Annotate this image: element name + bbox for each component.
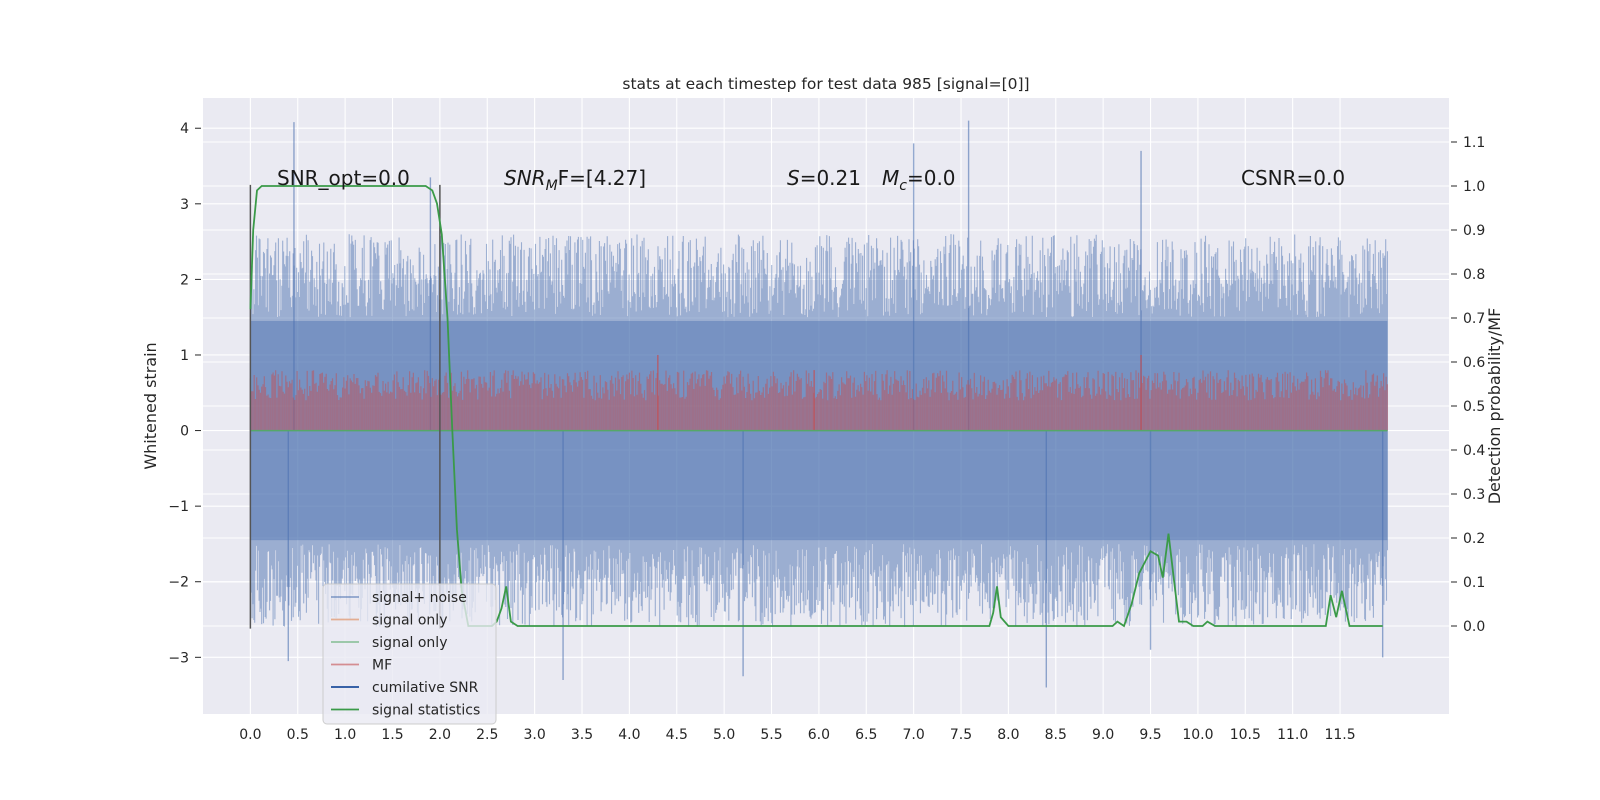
y-right-tick-label: 0.0 [1463,619,1485,635]
x-tick-label: 5.5 [760,727,782,743]
x-tick-label: 6.0 [808,727,830,743]
y-right-tick-label: 0.9 [1463,223,1485,239]
x-tick-label: 1.5 [381,727,403,743]
chart-title: stats at each timestep for test data 985… [622,75,1029,93]
mc-value: =0.0 [907,166,956,190]
x-tick-label: 10.0 [1182,727,1213,743]
x-tick-label: 11.0 [1277,727,1308,743]
legend-box [322,583,497,725]
s-symbol: S [787,166,800,190]
x-tick-label: 10.5 [1230,727,1261,743]
y-left-tick-label: 3 [180,197,189,213]
annotation-s: S=0.21 [787,166,861,190]
y-right-tick-label: 0.5 [1463,399,1485,415]
annotation-mc: Mc=0.0 [882,166,956,194]
y-left-tick-label: −2 [168,575,189,591]
y-left-tick-label: 4 [180,121,189,137]
x-tick-label: 6.5 [855,727,877,743]
annotation-csnr: CSNR=0.0 [1241,166,1345,190]
x-tick-label: 8.0 [997,727,1019,743]
legend-label: signal+ noise [372,590,467,606]
annotation-snr-mf: SNRMF=[4.27] [504,166,646,194]
y-axis-left-label: Whitened strain [141,342,160,469]
x-tick-label: 4.5 [666,727,688,743]
x-tick-label: 11.5 [1324,727,1355,743]
legend-label: MF [372,658,392,674]
legend-label: signal only [372,613,447,629]
x-tick-label: 7.0 [903,727,925,743]
y-left-tick-label: −3 [168,650,189,666]
mc-symbol: M [882,166,899,190]
x-tick-label: 0.0 [239,727,261,743]
x-tick-label: 7.5 [950,727,972,743]
legend-label: signal only [372,635,447,651]
y-left-tick-label: 2 [180,272,189,288]
x-tick-label: 0.5 [287,727,309,743]
x-tick-label: 4.0 [618,727,640,743]
y-left-tick-label: 0 [180,424,189,440]
plot-area [249,120,1388,688]
annotation-snr-opt: SNR_opt=0.0 [277,166,410,190]
snr-mf-subscript: M [546,178,558,194]
legend: signal+ noise signal only signal only MF cum… [322,583,497,725]
y-right-tick-label: 0.6 [1463,355,1485,371]
y-left-tick-label: −1 [168,499,189,515]
x-tick-label: 5.0 [713,727,735,743]
y-axis-right-label: Detection probability/MF [1485,308,1504,505]
x-tick-label: 2.5 [476,727,498,743]
y-axis-right-ticks: 1.1 1.0 0.9 0.8 0.7 0.6 0.5 0.4 0.3 0.2 0.1 0.0 [1451,135,1485,635]
x-tick-label: 9.0 [1092,727,1114,743]
snr-mf-value: F=[4.27] [558,166,646,190]
x-tick-label: 2.0 [429,727,451,743]
y-right-tick-label: 0.4 [1463,443,1485,459]
legend-label: signal statistics [372,703,480,719]
y-right-tick-label: 1.1 [1463,135,1485,151]
snr-mf-symbol: SNR [504,166,546,190]
y-left-tick-label: 1 [180,348,189,364]
s-value: =0.21 [800,166,861,190]
y-right-tick-label: 0.2 [1463,531,1485,547]
y-right-tick-label: 0.8 [1463,267,1485,283]
y-right-tick-label: 0.3 [1463,487,1485,503]
y-right-tick-label: 0.1 [1463,575,1485,591]
x-tick-label: 9.5 [1139,727,1161,743]
x-axis-ticks: 0.0 0.5 1.0 1.5 2.0 2.5 3.0 3.5 4.0 4.5 5.0 5.5 6.0 6… [239,727,1355,743]
x-tick-label: 8.5 [1045,727,1067,743]
x-tick-label: 3.0 [524,727,546,743]
x-tick-label: 1.0 [334,727,356,743]
x-tick-label: 3.5 [571,727,593,743]
y-right-tick-label: 0.7 [1463,311,1485,327]
legend-label: cumilative SNR [372,680,479,696]
y-right-tick-label: 1.0 [1463,179,1485,195]
y-axis-left-ticks: 4 3 2 1 0 −1 −2 −3 [168,121,201,666]
signal-statistics-series [249,185,1383,628]
mc-subscript: c [899,178,907,194]
